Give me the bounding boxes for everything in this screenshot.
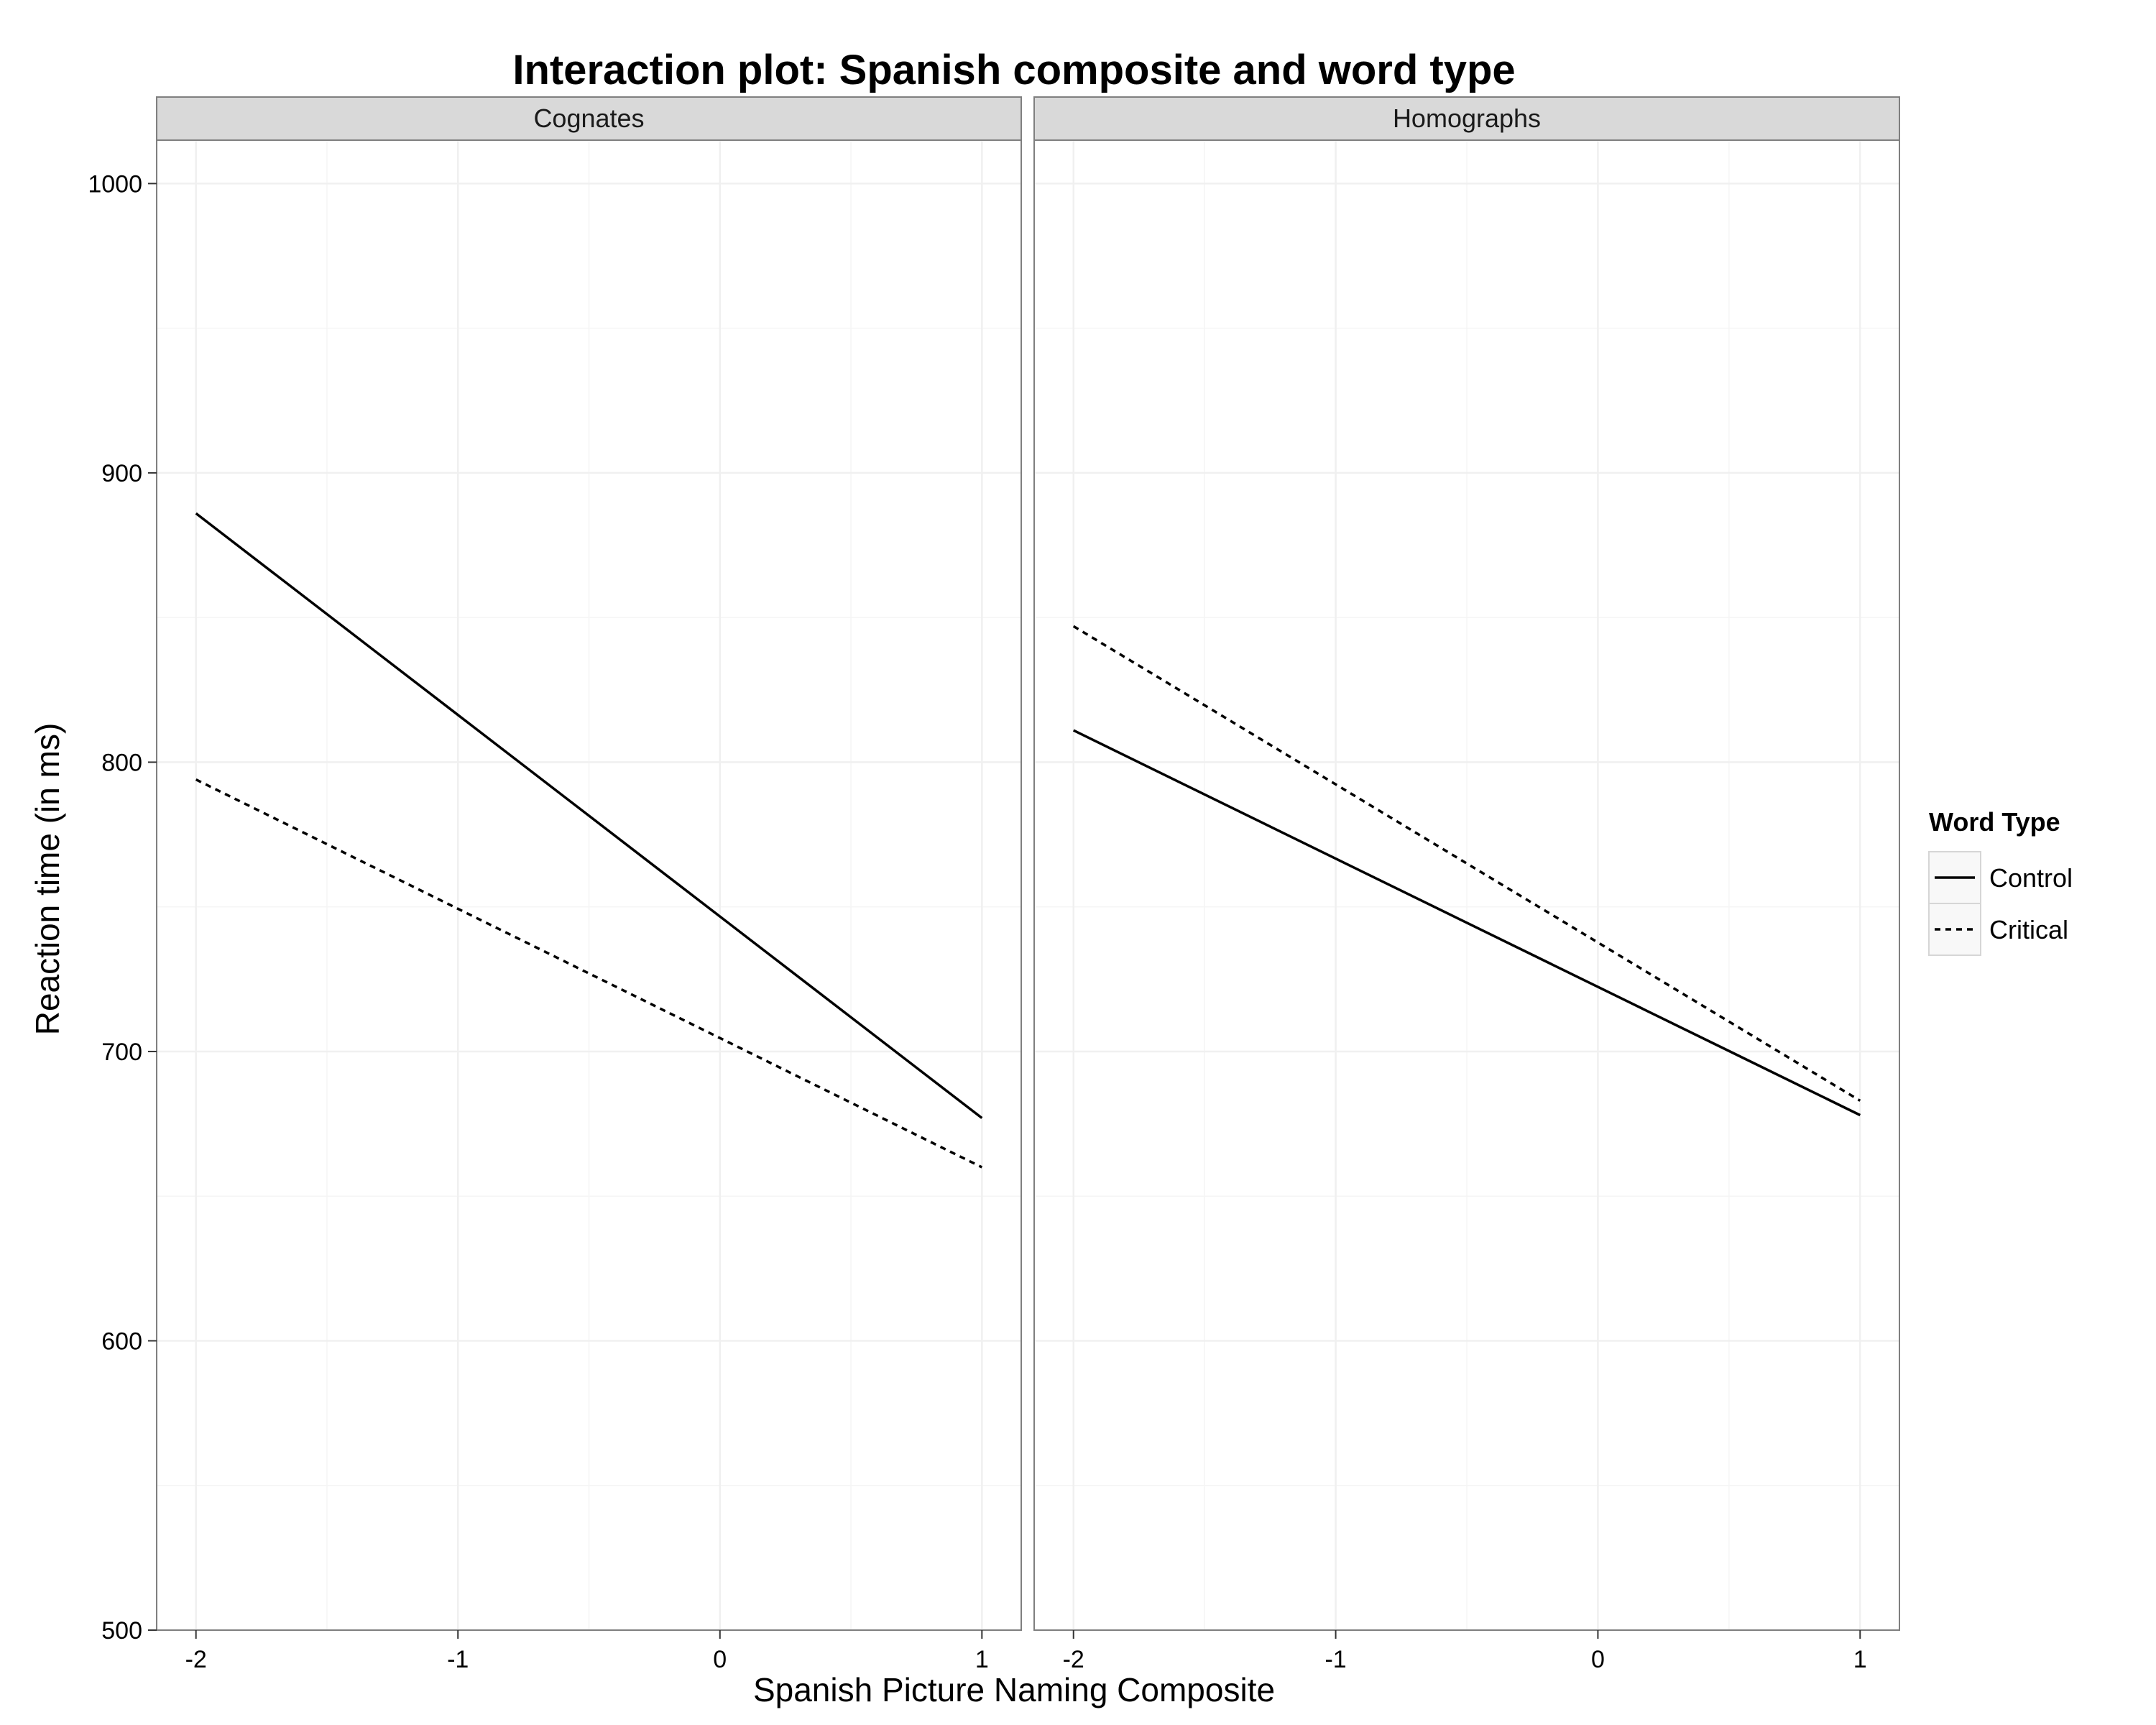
panels-layer: Cognates -2 -1 0 1 Homographs -2 -1 0 1 [156, 96, 1900, 1673]
series-line-control [1072, 729, 1861, 1117]
y-tick-label: 600 [101, 1328, 142, 1355]
y-tick-label: 800 [101, 749, 142, 776]
y-tick-label: 1000 [88, 170, 142, 198]
series-line-critical [1072, 625, 1861, 1102]
strip-label-cognates: Cognates [533, 104, 644, 133]
legend-entry-critical: Critical [1928, 903, 2068, 956]
legend-label: Control [1989, 863, 2073, 893]
y-tick-label: 700 [101, 1039, 142, 1066]
legend-title: Word Type [1929, 807, 2060, 837]
y-axis-title: Reaction time (in ms) [29, 723, 66, 1036]
x-tick-label: -2 [185, 1646, 207, 1673]
x-tick-label: -1 [1325, 1646, 1346, 1673]
x-tick-label: -1 [447, 1646, 469, 1673]
panel-cognates: Cognates -2 -1 0 1 [156, 96, 1022, 1673]
x-tick-label: 0 [1591, 1646, 1605, 1673]
legend-label: Critical [1989, 915, 2068, 944]
y-axis: 500 600 700 800 900 1000 [88, 170, 157, 1644]
x-axis-title: Spanish Picture Naming Composite [753, 1671, 1275, 1708]
y-tick-label: 900 [101, 460, 142, 487]
x-tick-label: 1 [1853, 1646, 1867, 1673]
y-tick-label: 500 [101, 1617, 142, 1644]
legend: Word Type Control Critical [1928, 807, 2073, 956]
chart-title: Interaction plot: Spanish composite and … [512, 47, 1515, 93]
x-tick-label: -2 [1063, 1646, 1084, 1673]
x-tick-label: 1 [975, 1646, 989, 1673]
strip-background [1033, 96, 1900, 141]
panel-homographs: Homographs -2 -1 0 1 [1033, 96, 1900, 1673]
panel-grid [1034, 140, 1899, 1632]
x-tick-label: 0 [713, 1646, 727, 1673]
strip-background [156, 96, 1022, 141]
strip-label-homographs: Homographs [1393, 104, 1541, 133]
series-line-control [195, 512, 983, 1119]
legend-entry-control: Control [1928, 851, 2073, 904]
